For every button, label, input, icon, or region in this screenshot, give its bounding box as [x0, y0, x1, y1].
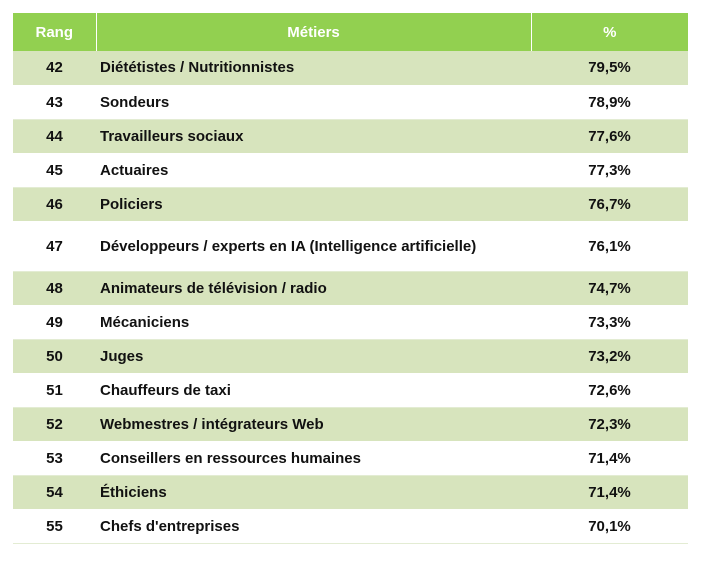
table-row: 53 Conseillers en ressources humaines 71… — [13, 441, 688, 476]
cell-percent: 72,3% — [531, 407, 688, 442]
header-rank: Rang — [13, 13, 97, 51]
cell-rank: 54 — [13, 475, 96, 510]
cell-job: Éthiciens — [96, 475, 531, 510]
cell-job: Travailleurs sociaux — [96, 119, 531, 154]
cell-percent: 76,1% — [531, 221, 688, 272]
cell-percent: 71,4% — [531, 475, 688, 510]
cell-job: Conseillers en ressources humaines — [96, 441, 531, 476]
cell-job: Policiers — [96, 187, 531, 222]
header-percent: % — [531, 13, 688, 51]
cell-job: Développeurs / experts en IA (Intelligen… — [96, 221, 531, 272]
cell-rank: 46 — [13, 187, 96, 222]
cell-percent: 70,1% — [531, 509, 688, 544]
cell-rank: 52 — [13, 407, 96, 442]
cell-job: Actuaires — [96, 153, 531, 188]
header-job: Métiers — [96, 13, 532, 51]
cell-rank: 42 — [13, 51, 96, 86]
cell-job: Webmestres / intégrateurs Web — [96, 407, 531, 442]
ranking-table-container: Rang Métiers % 42 Diététistes / Nutritio… — [13, 13, 688, 544]
table-row: 48 Animateurs de télévision / radio 74,7… — [13, 271, 688, 306]
cell-rank: 53 — [13, 441, 96, 476]
table-row: 47 Développeurs / experts en IA (Intelli… — [13, 221, 688, 272]
table-row: 52 Webmestres / intégrateurs Web 72,3% — [13, 407, 688, 442]
cell-percent: 73,3% — [531, 305, 688, 340]
cell-percent: 76,7% — [531, 187, 688, 222]
table-row: 55 Chefs d'entreprises 70,1% — [13, 509, 688, 544]
ranking-table: Rang Métiers % 42 Diététistes / Nutritio… — [13, 13, 688, 544]
cell-percent: 73,2% — [531, 339, 688, 374]
cell-job: Chauffeurs de taxi — [96, 373, 531, 408]
cell-rank: 51 — [13, 373, 96, 408]
cell-percent: 74,7% — [531, 271, 688, 306]
cell-percent: 77,3% — [531, 153, 688, 188]
cell-rank: 55 — [13, 509, 96, 544]
cell-job: Sondeurs — [96, 85, 531, 120]
cell-percent: 79,5% — [531, 51, 688, 86]
table-row: 51 Chauffeurs de taxi 72,6% — [13, 373, 688, 408]
table-row: 49 Mécaniciens 73,3% — [13, 305, 688, 340]
table-row: 42 Diététistes / Nutritionnistes 79,5% — [13, 51, 688, 86]
cell-job: Juges — [96, 339, 531, 374]
cell-job: Animateurs de télévision / radio — [96, 271, 531, 306]
cell-percent: 72,6% — [531, 373, 688, 408]
cell-percent: 77,6% — [531, 119, 688, 154]
header-row: Rang Métiers % — [13, 13, 688, 51]
cell-rank: 43 — [13, 85, 96, 120]
cell-job: Chefs d'entreprises — [96, 509, 531, 544]
cell-rank: 48 — [13, 271, 96, 306]
table-body: 42 Diététistes / Nutritionnistes 79,5% 4… — [13, 51, 688, 544]
table-row: 43 Sondeurs 78,9% — [13, 85, 688, 120]
table-header: Rang Métiers % — [13, 13, 688, 51]
cell-percent: 78,9% — [531, 85, 688, 120]
table-row: 54 Éthiciens 71,4% — [13, 475, 688, 510]
cell-rank: 49 — [13, 305, 96, 340]
cell-rank: 44 — [13, 119, 96, 154]
cell-job: Diététistes / Nutritionnistes — [96, 51, 531, 86]
table-row: 45 Actuaires 77,3% — [13, 153, 688, 188]
table-row: 50 Juges 73,2% — [13, 339, 688, 374]
table-row: 44 Travailleurs sociaux 77,6% — [13, 119, 688, 154]
cell-rank: 47 — [13, 221, 96, 272]
table-row: 46 Policiers 76,7% — [13, 187, 688, 222]
cell-percent: 71,4% — [531, 441, 688, 476]
cell-rank: 50 — [13, 339, 96, 374]
cell-rank: 45 — [13, 153, 96, 188]
cell-job: Mécaniciens — [96, 305, 531, 340]
